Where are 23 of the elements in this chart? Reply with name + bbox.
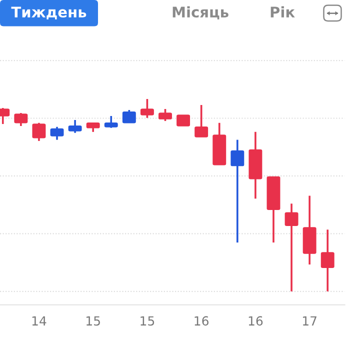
candlestick bbox=[14, 112, 28, 127]
candlestick bbox=[230, 138, 244, 244]
candlestick bbox=[140, 98, 154, 119]
candlestick bbox=[86, 122, 100, 133]
candlestick bbox=[122, 109, 136, 124]
x-tick-label: 17 bbox=[302, 316, 316, 326]
text: Місяць bbox=[172, 6, 228, 20]
x-tick-label: 15 bbox=[140, 316, 154, 326]
x-tick-label: 16 bbox=[194, 316, 208, 326]
text: Рік bbox=[270, 6, 295, 18]
text: Тиждень bbox=[11, 6, 86, 20]
x-tick-label: 16 bbox=[248, 316, 263, 326]
candlestick bbox=[176, 114, 190, 126]
candlestick bbox=[158, 108, 172, 122]
candlestick bbox=[104, 115, 118, 129]
candlestick bbox=[194, 104, 208, 138]
candlestick bbox=[284, 202, 298, 292]
candlestick bbox=[320, 228, 334, 292]
x-tick-label: 15 bbox=[86, 316, 100, 326]
candlestick bbox=[32, 122, 46, 142]
x-tick-label: 14 bbox=[32, 316, 46, 326]
candlestick bbox=[50, 126, 64, 141]
candlestick bbox=[68, 119, 82, 134]
